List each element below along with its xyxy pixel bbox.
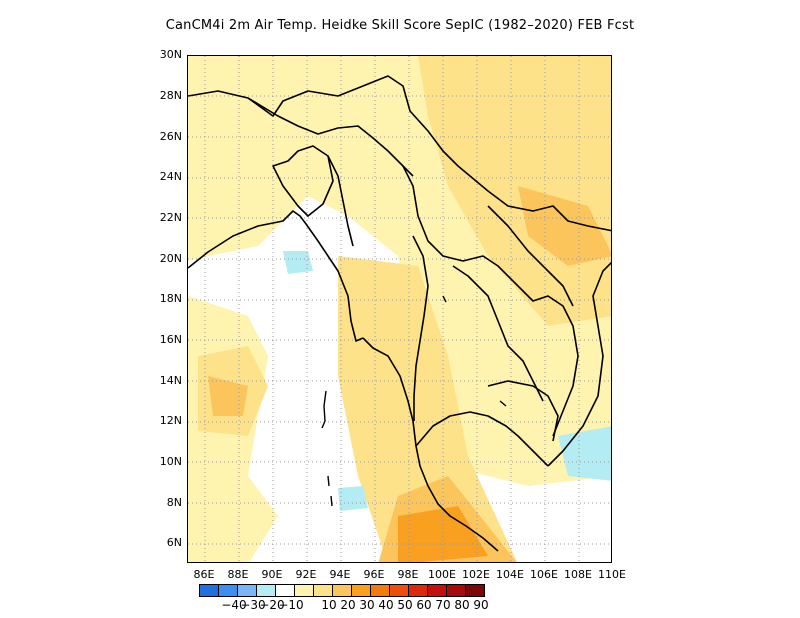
colorbar-label: 10 [321, 598, 337, 612]
colorbar-swatch [256, 584, 276, 597]
lon-tick-label: 88E [227, 568, 249, 581]
lat-tick-label: 6N [166, 536, 182, 549]
shade-region [398, 506, 488, 562]
border-laos-vietnam [487, 205, 574, 307]
shade-region [338, 486, 368, 511]
gulf-islands [442, 295, 507, 407]
colorbar-swatch [427, 584, 447, 597]
colorbar-label: −20 [259, 598, 285, 612]
lat-tick-label: 20N [159, 252, 182, 265]
lat-tick-label: 10N [159, 455, 182, 468]
colorbar-label: 40 [378, 598, 394, 612]
lat-tick-label: 16N [159, 333, 182, 346]
lon-tick-label: 86E [193, 568, 215, 581]
colorbar-swatch [199, 584, 219, 597]
shade-region [283, 251, 313, 274]
lat-tick-label: 22N [159, 211, 182, 224]
score-shading [188, 56, 611, 562]
colorbar-swatch [351, 584, 371, 597]
coastline-india-bangladesh [188, 210, 364, 342]
colorbar-swatch [313, 584, 333, 597]
colorbar-label: −10 [278, 598, 304, 612]
border-north [188, 75, 611, 232]
colorbar-label: −40 [221, 598, 247, 612]
colorbar-label: 70 [435, 598, 451, 612]
islands [321, 295, 507, 507]
colorbar-swatch [237, 584, 257, 597]
nicobar-islands [327, 475, 333, 507]
colorbar-swatch [275, 584, 295, 597]
shade-region [518, 186, 611, 266]
lat-tick-label: 8N [166, 496, 182, 509]
map-panel [187, 55, 612, 563]
colorbar-label: 30 [359, 598, 375, 612]
lat-tick-label: 12N [159, 414, 182, 427]
border-nepal-bhutan [247, 97, 414, 177]
skill-score-map [188, 56, 611, 562]
colorbar-label: 80 [454, 598, 470, 612]
colorbar-label: 60 [416, 598, 432, 612]
coastlines-borders [188, 75, 611, 552]
shade-region [338, 256, 518, 562]
lat-tick-label: 18N [159, 292, 182, 305]
shade-region [188, 146, 248, 236]
colorbar-label: −30 [240, 598, 266, 612]
lon-tick-label: 98E [397, 568, 419, 581]
colorbar-swatch [408, 584, 428, 597]
lon-tick-label: 92E [295, 568, 317, 581]
grid-lines [188, 56, 611, 562]
coastline-gulf-thailand [415, 411, 549, 467]
lat-tick-label: 26N [159, 130, 182, 143]
border-thailand-laos [452, 265, 544, 402]
lat-tick-label: 24N [159, 170, 182, 183]
lon-tick-label: 104E [496, 568, 524, 581]
lon-tick-label: 100E [428, 568, 456, 581]
colorbar-swatch [332, 584, 352, 597]
colorbar-swatch [218, 584, 238, 597]
colorbar-swatch [370, 584, 390, 597]
colorbar-swatch [389, 584, 409, 597]
lon-tick-label: 110E [598, 568, 626, 581]
border-bangladesh [272, 145, 334, 217]
andaman-islands [321, 390, 327, 429]
border-india-myanmar [327, 155, 354, 247]
colorbar-swatch [465, 584, 485, 597]
lat-tick-label: 30N [159, 48, 182, 61]
coastline-myanmar [362, 337, 499, 552]
border-cambodia [487, 380, 559, 442]
lon-tick-label: 90E [261, 568, 283, 581]
colorbar-label: 20 [340, 598, 356, 612]
colorbar-swatch [446, 584, 466, 597]
colorbar-swatch [294, 584, 314, 597]
colorbar-label: 50 [397, 598, 413, 612]
shade-region [208, 376, 248, 416]
lat-tick-label: 14N [159, 374, 182, 387]
lon-tick-label: 94E [329, 568, 351, 581]
lon-tick-label: 102E [462, 568, 490, 581]
lon-tick-label: 96E [363, 568, 385, 581]
colorbar [199, 584, 485, 597]
coastline-vietnam [547, 261, 611, 467]
colorbar-label: 90 [473, 598, 489, 612]
lon-tick-label: 108E [564, 568, 592, 581]
border-myanmar-thailand [412, 235, 429, 421]
lat-tick-label: 28N [159, 89, 182, 102]
chart-title: CanCM4i 2m Air Temp. Heidke Skill Score … [165, 18, 635, 33]
lon-tick-label: 106E [530, 568, 558, 581]
border-myanmar-china [402, 165, 579, 437]
